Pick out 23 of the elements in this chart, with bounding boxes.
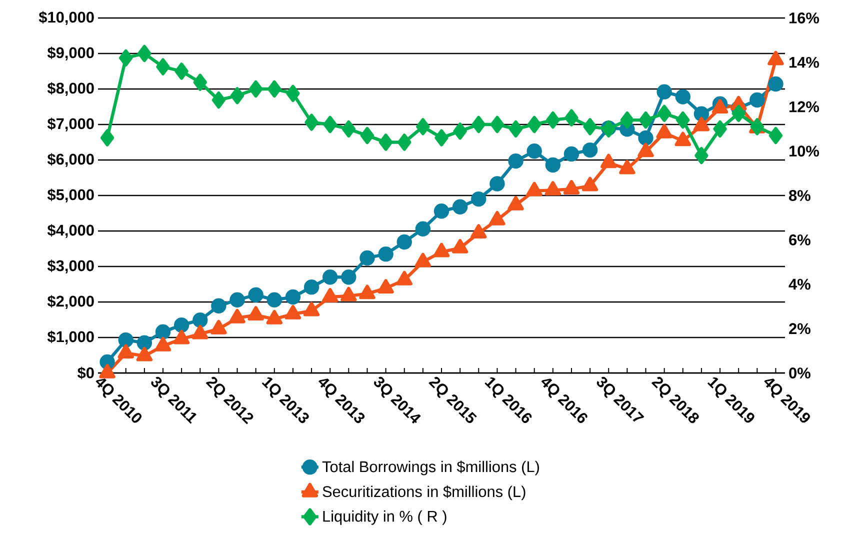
y-tick-label: $6,000 (47, 153, 94, 167)
y-tick-label: $8,000 (47, 82, 94, 96)
legend-label: Liquidity in % ( R ) (323, 510, 446, 525)
y-tick-label: $5,000 (47, 188, 94, 202)
legend-label: Securitizations in $millions (L) (322, 486, 526, 500)
y2-tick-label: 0% (789, 368, 810, 378)
y2-tick-label: 8% (789, 190, 810, 201)
y2-tick-label: 4% (788, 278, 810, 290)
y-tick-label: $4,000 (47, 224, 94, 238)
y2-tick-label: 6% (789, 234, 810, 246)
y2-tick-label: 12% (789, 101, 820, 112)
y2-tick-label: 2% (789, 323, 810, 334)
y-tick-label: $9,000 (47, 46, 94, 60)
y-tick-label: $1,000 (47, 330, 94, 344)
y-tick-label: $2,000 (47, 295, 94, 309)
legend-label: Total Borrowings in $millions (L) (322, 460, 539, 476)
y2-tick-label: 16% (789, 12, 820, 24)
y-tick-label: $3,000 (47, 260, 94, 274)
y2-tick-label: 10% (789, 146, 820, 157)
y-tick-label: $7,000 (47, 118, 94, 132)
y-tick-label: $10,000 (38, 11, 94, 25)
y2-tick-label: 14% (789, 56, 820, 68)
y-tick-label: $0 (78, 366, 94, 380)
